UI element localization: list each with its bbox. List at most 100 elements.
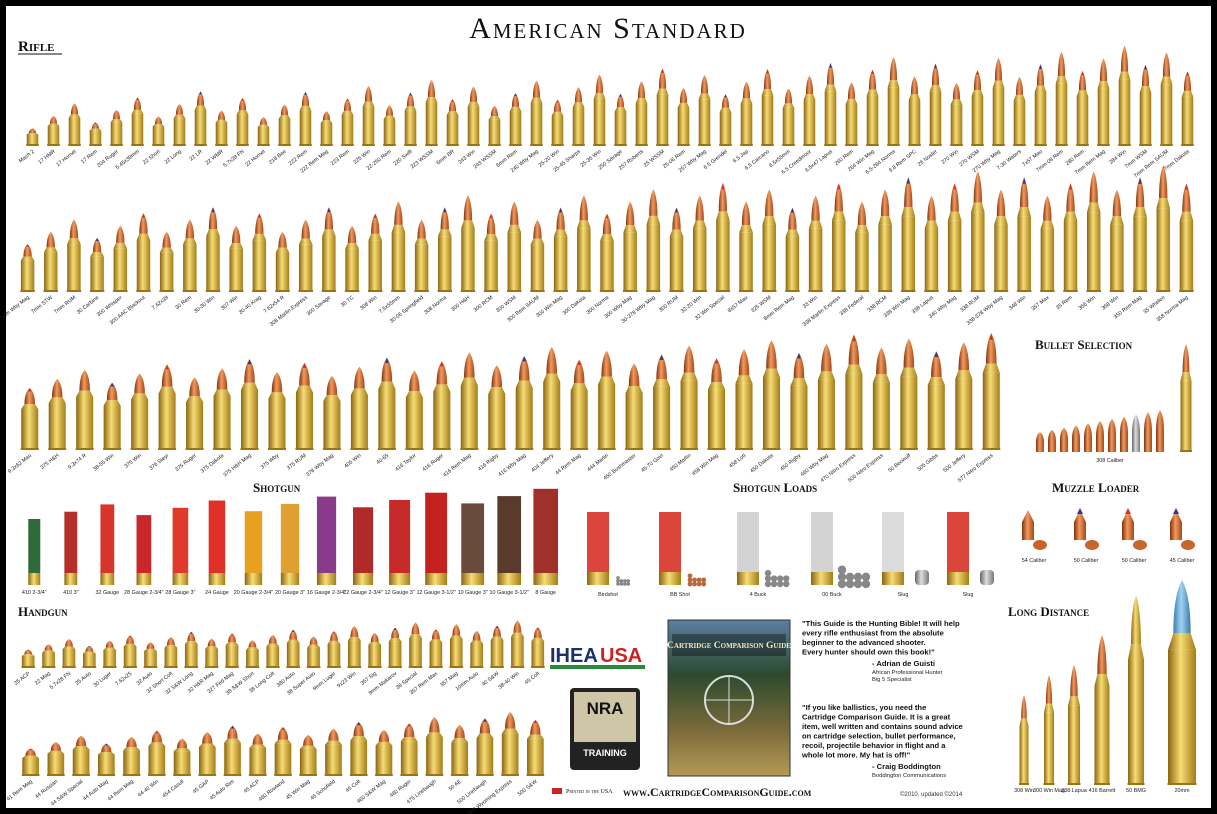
- case-rim: [82, 666, 97, 668]
- bullet: [626, 201, 635, 225]
- cartridge: [469, 630, 484, 668]
- case-rim: [692, 290, 707, 292]
- bullet-tip: [934, 63, 937, 69]
- case-neck: [1168, 633, 1196, 650]
- case-rim: [47, 774, 65, 776]
- case: [623, 232, 637, 290]
- bullet-tip: [384, 357, 389, 363]
- cartridge: [530, 219, 545, 292]
- shot-pellet: [616, 576, 620, 580]
- shotshell: [425, 492, 448, 585]
- case-rim: [299, 774, 318, 776]
- book-title: Cartridge Comparison Guide: [667, 641, 791, 651]
- case-neck: [908, 94, 921, 100]
- bullet: [299, 362, 310, 386]
- bullet: [1099, 58, 1108, 82]
- bullet-tip: [211, 207, 215, 213]
- bullet: [695, 195, 704, 221]
- case: [1017, 216, 1031, 290]
- bullet: [1122, 510, 1134, 540]
- cartridge: [530, 80, 543, 146]
- hull: [136, 515, 152, 573]
- case: [275, 252, 290, 290]
- shot-pellet: [696, 581, 702, 587]
- case-neck: [845, 98, 858, 104]
- shot-load: [811, 512, 871, 589]
- case-neck: [368, 233, 382, 241]
- case-rim: [646, 290, 661, 292]
- case: [26, 134, 39, 144]
- bullet: [202, 732, 213, 744]
- cartridge: [240, 359, 259, 450]
- case-rim: [136, 290, 151, 292]
- shot-pellet: [687, 577, 693, 583]
- shot-pellet: [770, 580, 778, 588]
- case-neck: [173, 114, 186, 119]
- shot-pellet: [764, 575, 772, 582]
- bullet: [1120, 416, 1128, 452]
- cartridge: [1109, 189, 1125, 292]
- bullet-tip: [26, 244, 30, 247]
- shot-pellet: [692, 577, 697, 583]
- shot-pellet: [861, 572, 871, 582]
- case-rim: [460, 290, 476, 292]
- cartridge-label: 12 Gauge 2-3/4": [343, 590, 382, 596]
- cartridge: [1167, 580, 1197, 785]
- case: [1118, 79, 1131, 144]
- bullet-tip: [1069, 183, 1073, 190]
- case-rim: [553, 290, 568, 292]
- shotshell: [533, 488, 559, 585]
- cartridge: [488, 105, 501, 146]
- case-rim: [41, 666, 56, 668]
- shot-pellet: [623, 582, 627, 586]
- case-rim: [460, 448, 479, 450]
- case-neck: [404, 106, 417, 111]
- case: [295, 392, 313, 448]
- cartridge: [656, 68, 669, 146]
- case-rim: [817, 448, 836, 450]
- case-rim: [824, 144, 837, 146]
- case: [553, 236, 568, 290]
- case-rim: [320, 144, 333, 146]
- cartridge: [194, 91, 207, 146]
- case-rim: [349, 774, 368, 776]
- cartridge: [267, 372, 287, 450]
- case-neck: [426, 732, 443, 738]
- case-rim: [185, 448, 204, 450]
- cartridge-label: 10 Gauge 3": [458, 590, 488, 596]
- case-rim: [614, 144, 627, 146]
- shotshell: [172, 507, 189, 585]
- hull: [947, 512, 969, 572]
- case-rim: [405, 448, 424, 450]
- shot-pellet: [770, 575, 778, 582]
- case: [268, 398, 286, 448]
- cartridge: [143, 642, 158, 668]
- quote-author: - Adrian de Guisti: [872, 659, 935, 668]
- case-neck: [832, 211, 846, 221]
- bullet: [391, 627, 400, 639]
- case: [484, 240, 498, 290]
- case-rim: [597, 448, 616, 450]
- case-rim: [1013, 144, 1026, 146]
- case: [72, 749, 90, 774]
- hull: [533, 488, 559, 573]
- bullet: [628, 363, 640, 387]
- bullet-tip: [104, 743, 109, 746]
- case: [103, 405, 121, 448]
- case-rim: [449, 666, 464, 668]
- cartridge: [204, 638, 219, 668]
- case: [598, 384, 616, 448]
- bullet: [417, 219, 426, 239]
- cartridge-label: 28 Gauge 3": [165, 590, 195, 596]
- bullet: [70, 103, 79, 115]
- case: [67, 244, 81, 290]
- bullet: [504, 711, 516, 729]
- cartridge: [228, 225, 244, 292]
- cartridge: [844, 334, 863, 450]
- bullet-tip: [407, 723, 412, 727]
- case-rim: [669, 290, 684, 292]
- shotshell: [497, 496, 522, 585]
- cartridge: [1139, 64, 1152, 146]
- cartridge: [425, 79, 438, 146]
- shot-pellet: [623, 579, 627, 583]
